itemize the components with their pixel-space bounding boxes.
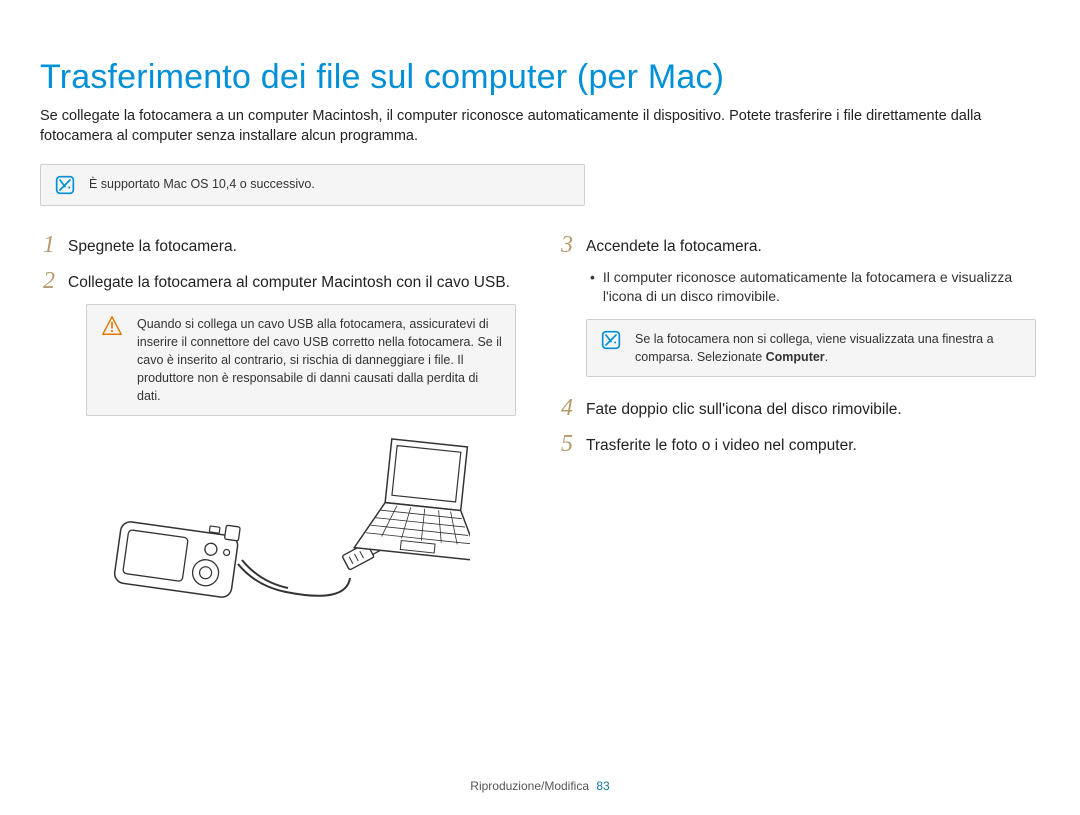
- info-text-bold: Computer: [766, 350, 825, 364]
- step-number: 1: [40, 232, 58, 257]
- step-1: 1 Spegnete la fotocamera.: [40, 232, 522, 258]
- page-title: Trasferimento dei file sul computer (per…: [40, 58, 1040, 97]
- info-icon: [55, 175, 75, 195]
- step-number: 5: [558, 431, 576, 456]
- intro-text: Se collegate la fotocamera a un computer…: [40, 107, 1040, 146]
- step-3: 3 Accendete la fotocamera.: [558, 232, 1040, 258]
- warning-text: Quando si collega un cavo USB alla fotoc…: [137, 315, 503, 406]
- step-number: 4: [558, 395, 576, 420]
- left-column: 1 Spegnete la fotocamera. 2 Collegate la…: [40, 232, 522, 631]
- info-text: Se la fotocamera non si collega, viene v…: [635, 330, 1023, 366]
- step-number: 3: [558, 232, 576, 257]
- step-3-bullets: Il computer riconosce automaticamente la…: [590, 268, 1040, 307]
- step-4: 4 Fate doppio clic sull'icona del disco …: [558, 395, 1040, 421]
- step-text: Fate doppio clic sull'icona del disco ri…: [586, 395, 902, 421]
- step-text: Accendete la fotocamera.: [586, 232, 762, 258]
- page-footer: Riproduzione/Modifica 83: [0, 779, 1080, 793]
- step-text: Trasferite le foto o i video nel compute…: [586, 431, 857, 457]
- footer-page-number: 83: [596, 779, 609, 793]
- warning-icon: [101, 315, 123, 337]
- step-number: 2: [40, 268, 58, 293]
- note-text: È supportato Mac OS 10,4 o successivo.: [89, 175, 315, 193]
- bullet-item: Il computer riconosce automaticamente la…: [590, 268, 1040, 307]
- step-text: Collegate la fotocamera al computer Maci…: [68, 268, 510, 294]
- info-text-post: .: [825, 350, 828, 364]
- step-5: 5 Trasferite le foto o i video nel compu…: [558, 431, 1040, 457]
- warning-box: Quando si collega un cavo USB alla fotoc…: [86, 304, 516, 417]
- right-column: 3 Accendete la fotocamera. Il computer r…: [558, 232, 1040, 631]
- step-text: Spegnete la fotocamera.: [68, 232, 237, 258]
- note-supported-os: È supportato Mac OS 10,4 o successivo.: [40, 164, 585, 206]
- info-icon: [601, 330, 621, 350]
- footer-section: Riproduzione/Modifica: [470, 779, 589, 793]
- info-box-computer: Se la fotocamera non si collega, viene v…: [586, 319, 1036, 377]
- bullet-text: Il computer riconosce automaticamente la…: [603, 268, 1040, 307]
- connection-diagram: [110, 436, 522, 631]
- step-2: 2 Collegate la fotocamera al computer Ma…: [40, 268, 522, 294]
